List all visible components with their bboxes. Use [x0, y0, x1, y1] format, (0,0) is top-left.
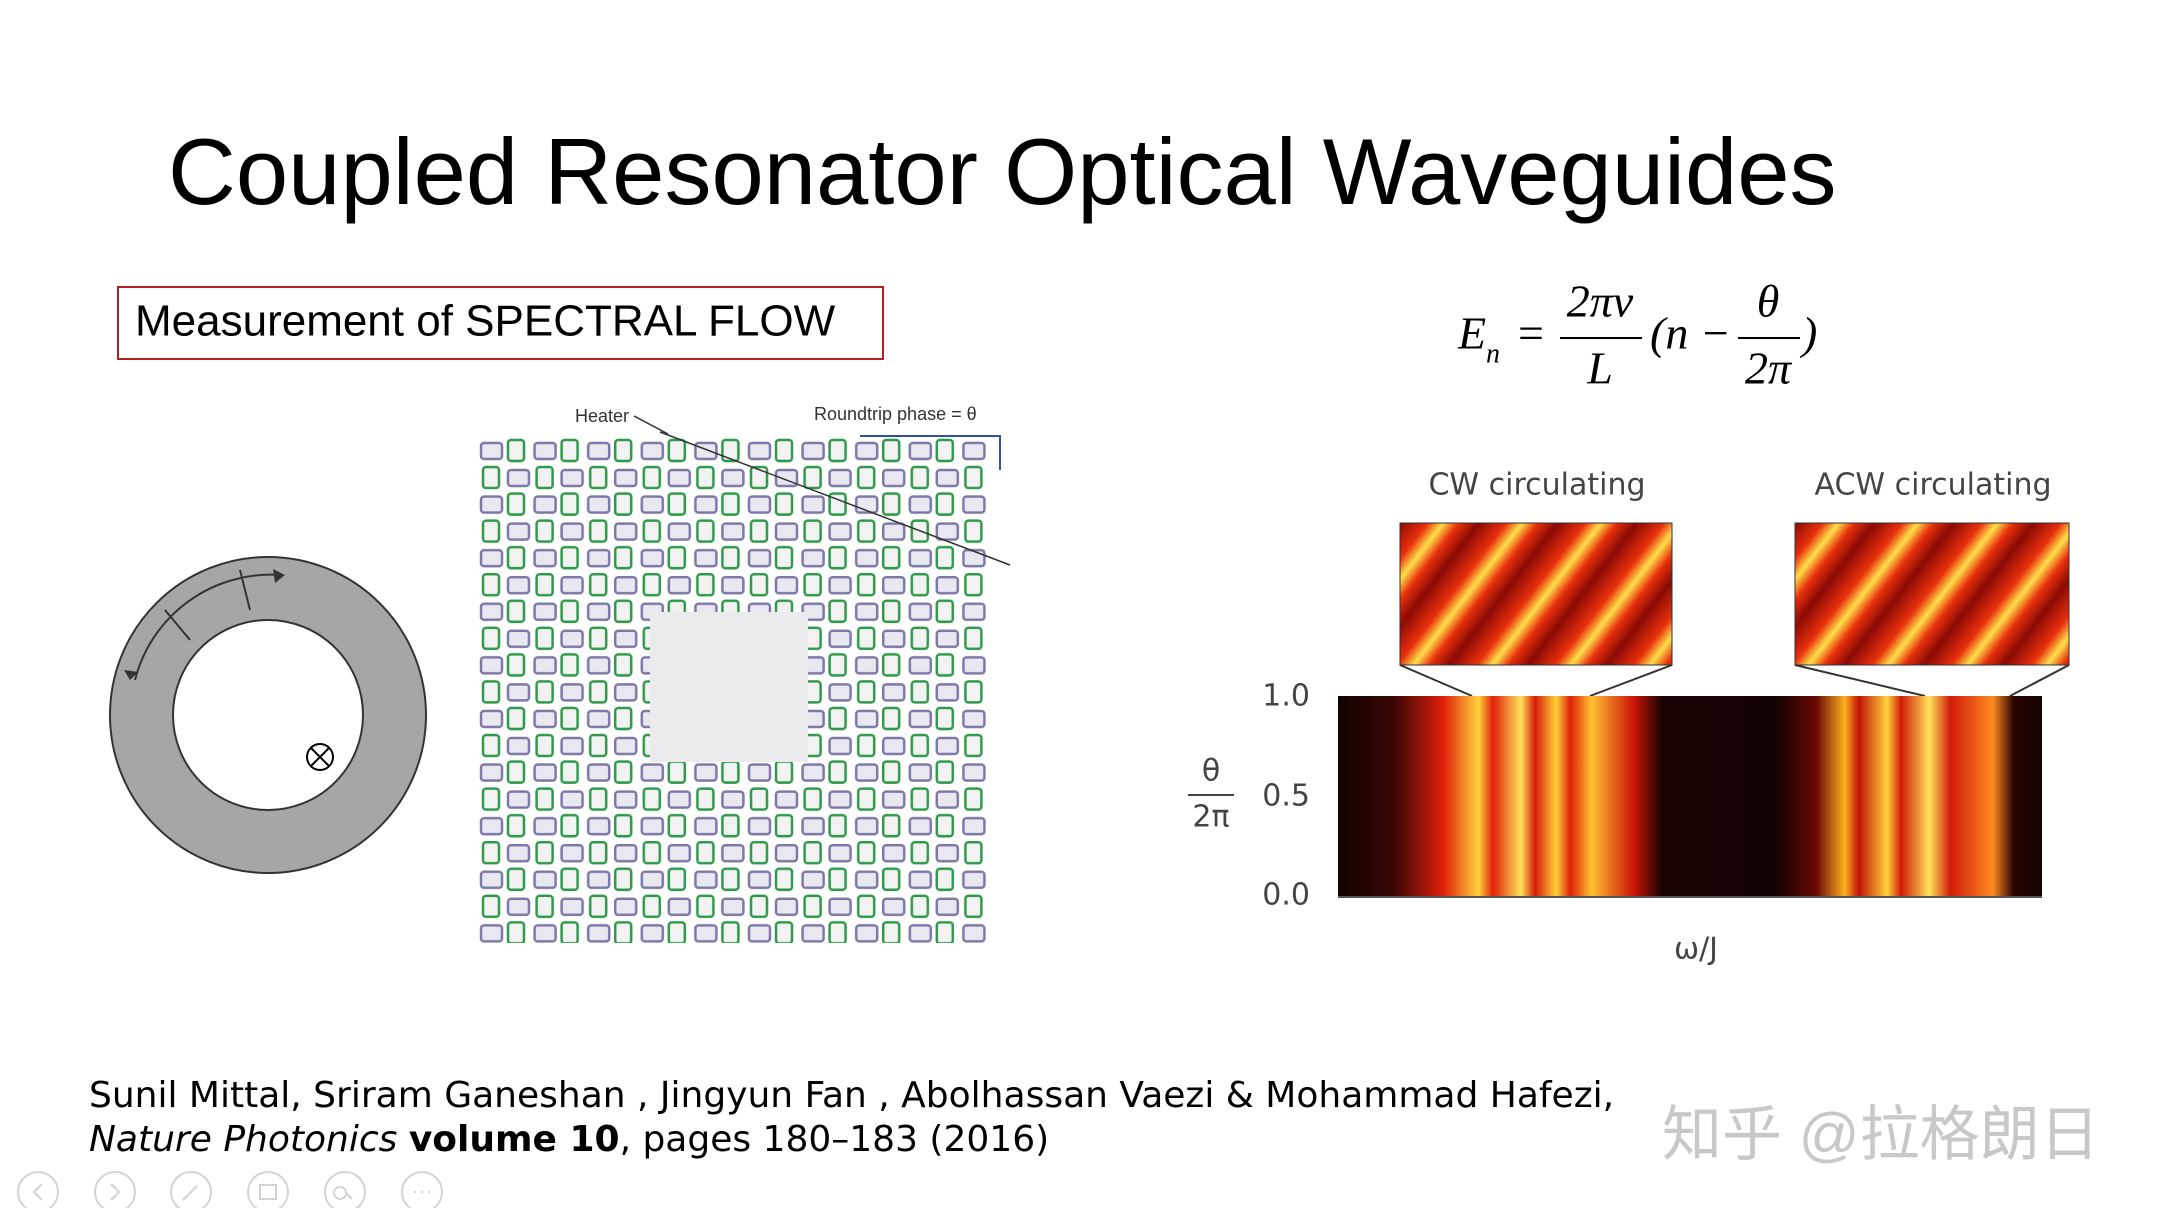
cw-inset [1399, 522, 1673, 666]
slide-title: Coupled Resonator Optical Waveguides [168, 119, 1837, 224]
slides-button[interactable] [247, 1171, 289, 1208]
y-tick-label: 0.5 [1262, 779, 1310, 814]
eq-equals: = [1518, 308, 1544, 359]
prev-button[interactable] [17, 1171, 59, 1208]
watermark: 知乎 @拉格朗日 [1662, 1101, 2100, 1168]
more-button[interactable] [401, 1171, 443, 1208]
y-tick-label: 1.0 [1262, 679, 1310, 714]
journal: Nature Photonics [89, 1119, 397, 1160]
acw-inset [1794, 522, 2070, 666]
ring-diagram [109, 556, 427, 874]
heatmap [1338, 696, 2042, 897]
zoom-button[interactable] [324, 1171, 366, 1208]
spectral-figure: CW circulating ACW circulating 1.0 0.5 0… [1188, 468, 2070, 967]
eq-den1: L [1586, 343, 1613, 394]
lattice: Heater Roundtrip phase = θ [478, 404, 1011, 943]
eq-lhs: E [1457, 308, 1486, 359]
acw-label: ACW circulating [1814, 468, 2051, 503]
box-label: Measurement of SPECTRAL FLOW [135, 297, 836, 346]
eq-close: ) [1799, 308, 1817, 359]
eq-num1: 2πv [1567, 276, 1634, 327]
next-button[interactable] [94, 1171, 136, 1208]
lattice-hole [650, 612, 808, 762]
cw-label: CW circulating [1428, 468, 1645, 503]
label-box [117, 286, 884, 360]
eq-sub: n [1486, 338, 1500, 369]
volume: volume 10 [409, 1119, 620, 1160]
y-label-den: 2π [1192, 800, 1229, 835]
eq-open: (n − [1650, 308, 1731, 359]
eq-den2: 2π [1745, 343, 1793, 394]
x-label: ω/J [1674, 932, 1718, 967]
slideshow-controls [17, 1171, 443, 1208]
y-tick-label: 0.0 [1262, 878, 1310, 913]
heater-label: Heater [575, 406, 629, 426]
phase-label: Roundtrip phase = θ [814, 404, 977, 424]
pen-button[interactable] [170, 1171, 212, 1208]
citation-source: Nature Photonics volume 10, pages 180–18… [89, 1119, 1049, 1160]
y-label-num: θ [1202, 754, 1220, 789]
equation: E n = 2πv L (n − θ 2π ) [1457, 276, 1817, 394]
eq-num2: θ [1757, 276, 1780, 327]
citation-authors: Sunil Mittal, Sriram Ganeshan , Jingyun … [89, 1075, 1614, 1116]
pages: , pages 180–183 (2016) [620, 1119, 1050, 1160]
